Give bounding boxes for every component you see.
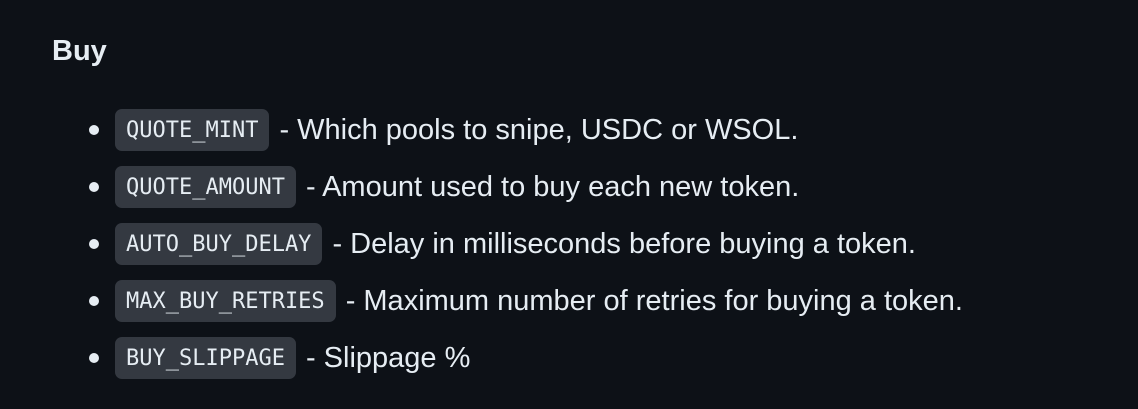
bullet-icon bbox=[89, 239, 99, 249]
option-list: QUOTE_MINT - Which pools to snipe, USDC … bbox=[52, 108, 1138, 380]
option-code: BUY_SLIPPAGE bbox=[115, 337, 296, 379]
list-item: MAX_BUY_RETRIES - Maximum number of retr… bbox=[52, 279, 1138, 323]
option-code: QUOTE_MINT bbox=[115, 109, 270, 151]
option-description: - Maximum number of retries for buying a… bbox=[345, 285, 963, 317]
bullet-icon bbox=[89, 353, 99, 363]
list-item: QUOTE_MINT - Which pools to snipe, USDC … bbox=[52, 108, 1138, 152]
option-code: MAX_BUY_RETRIES bbox=[115, 280, 336, 322]
option-description: - Delay in milliseconds before buying a … bbox=[332, 228, 916, 260]
bullet-icon bbox=[89, 182, 99, 192]
option-code: QUOTE_AMOUNT bbox=[115, 166, 296, 208]
option-description: - Which pools to snipe, USDC or WSOL. bbox=[279, 114, 799, 146]
list-item: BUY_SLIPPAGE - Slippage % bbox=[52, 336, 1138, 380]
list-item: AUTO_BUY_DELAY - Delay in milliseconds b… bbox=[52, 222, 1138, 266]
buy-section: Buy QUOTE_MINT - Which pools to snipe, U… bbox=[52, 35, 1138, 380]
option-description: - Slippage % bbox=[305, 342, 471, 374]
list-item: QUOTE_AMOUNT - Amount used to buy each n… bbox=[52, 165, 1138, 209]
bullet-icon bbox=[89, 296, 99, 306]
section-heading: Buy bbox=[52, 35, 107, 67]
option-description: - Amount used to buy each new token. bbox=[305, 171, 800, 203]
bullet-icon bbox=[89, 125, 99, 135]
option-code: AUTO_BUY_DELAY bbox=[115, 223, 323, 265]
